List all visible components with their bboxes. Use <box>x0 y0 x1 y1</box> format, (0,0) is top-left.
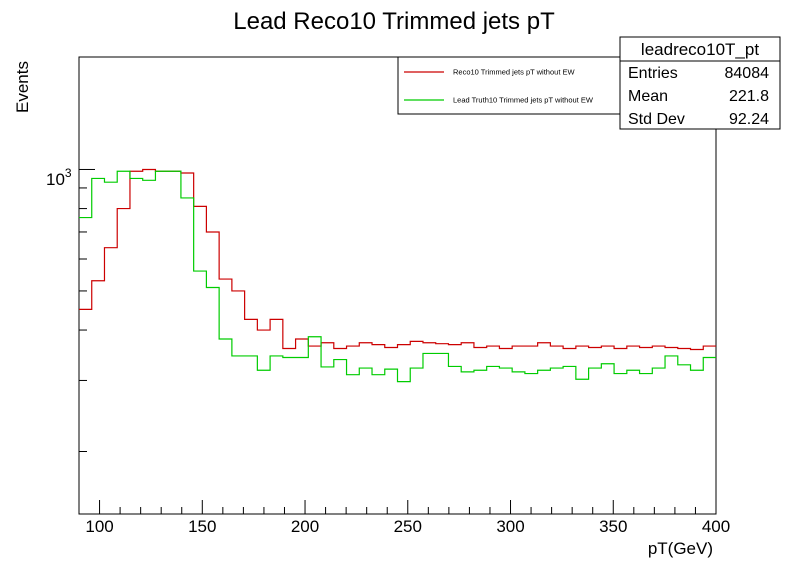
stats-box: leadreco10T_pt Entries 84084 Mean 221.8 … <box>619 36 781 130</box>
x-tick-label: 250 <box>394 517 422 536</box>
legend-box <box>397 56 621 115</box>
series-layer <box>79 168 716 383</box>
stats-value-entries: 84084 <box>725 65 770 82</box>
stats-label-entries: Entries <box>628 65 678 82</box>
chart-title: Lead Reco10 Trimmed jets pT <box>233 8 555 35</box>
x-tick-label: 350 <box>599 517 627 536</box>
series-line-reco <box>79 168 716 351</box>
x-axis-label: pT(GeV) <box>648 539 713 558</box>
x-tick-label: 300 <box>496 517 524 536</box>
stats-label-stddev: Std Dev <box>628 111 685 128</box>
x-tick-label: 400 <box>702 517 730 536</box>
stats-label-mean: Mean <box>628 88 668 105</box>
series-line-truth <box>79 170 716 383</box>
legend: Reco10 Trimmed jets pT without EW Lead T… <box>397 56 621 115</box>
axis-ticks: 100 150 200 250 300 350 400 <box>78 168 730 536</box>
y-tick-label-1000: 103 <box>46 166 72 189</box>
legend-label-truth: Lead Truth10 Trimmed jets pT without EW <box>453 96 594 105</box>
y-axis-label: Events <box>13 61 32 113</box>
stats-box-frame <box>619 36 781 130</box>
legend-label-reco: Reco10 Trimmed jets pT without EW <box>453 68 575 77</box>
stats-value-mean: 221.8 <box>729 88 769 105</box>
stats-value-stddev: 92.24 <box>729 111 769 128</box>
x-tick-label: 200 <box>291 517 319 536</box>
x-tick-label: 100 <box>85 517 113 536</box>
x-tick-label: 150 <box>188 517 216 536</box>
stats-title: leadreco10T_pt <box>641 40 759 59</box>
